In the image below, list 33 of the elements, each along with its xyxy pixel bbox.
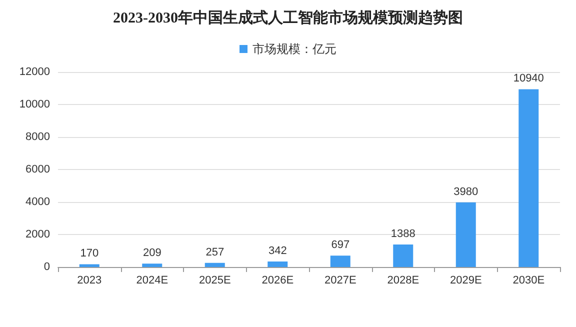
bar [268,261,288,267]
x-tick-label: 2026E [262,274,294,286]
data-label: 257 [206,246,224,258]
y-tick-label: 0 [44,261,50,273]
x-tick-label: 2030E [512,274,545,286]
data-label: 3980 [454,186,478,198]
y-tick-label: 10000 [19,98,50,110]
x-tick-label: 2028E [387,274,420,286]
data-label: 209 [142,247,162,260]
bar [518,89,539,267]
x-tick-label: 2025E [198,274,231,286]
y-tick-label: 6000 [26,164,50,176]
legend-label: 市场规模：亿元 [252,42,336,56]
bar [79,264,100,267]
chart-title: 2023-2030年中国生成式人工智能市场规模预测趋势图 [113,8,463,26]
data-label: 170 [80,248,99,260]
x-tick-label: 2023 [77,274,102,286]
data-label: 10940 [513,72,544,85]
bar [393,244,414,267]
y-tick-label: 4000 [26,196,50,208]
data-label: 1388 [390,228,416,240]
data-label: 697 [331,239,350,252]
x-tick-label: 2029E [450,274,482,286]
y-tick-label: 12000 [19,66,50,78]
data-label: 342 [268,244,287,257]
y-tick-label: 2000 [26,228,50,240]
bar [330,256,350,267]
bar [142,264,162,267]
bar [456,202,476,267]
bar [204,262,225,267]
x-tick-label: 2027E [324,274,356,286]
x-tick-label: 2024E [136,274,168,286]
y-tick-label: 8000 [26,131,50,143]
